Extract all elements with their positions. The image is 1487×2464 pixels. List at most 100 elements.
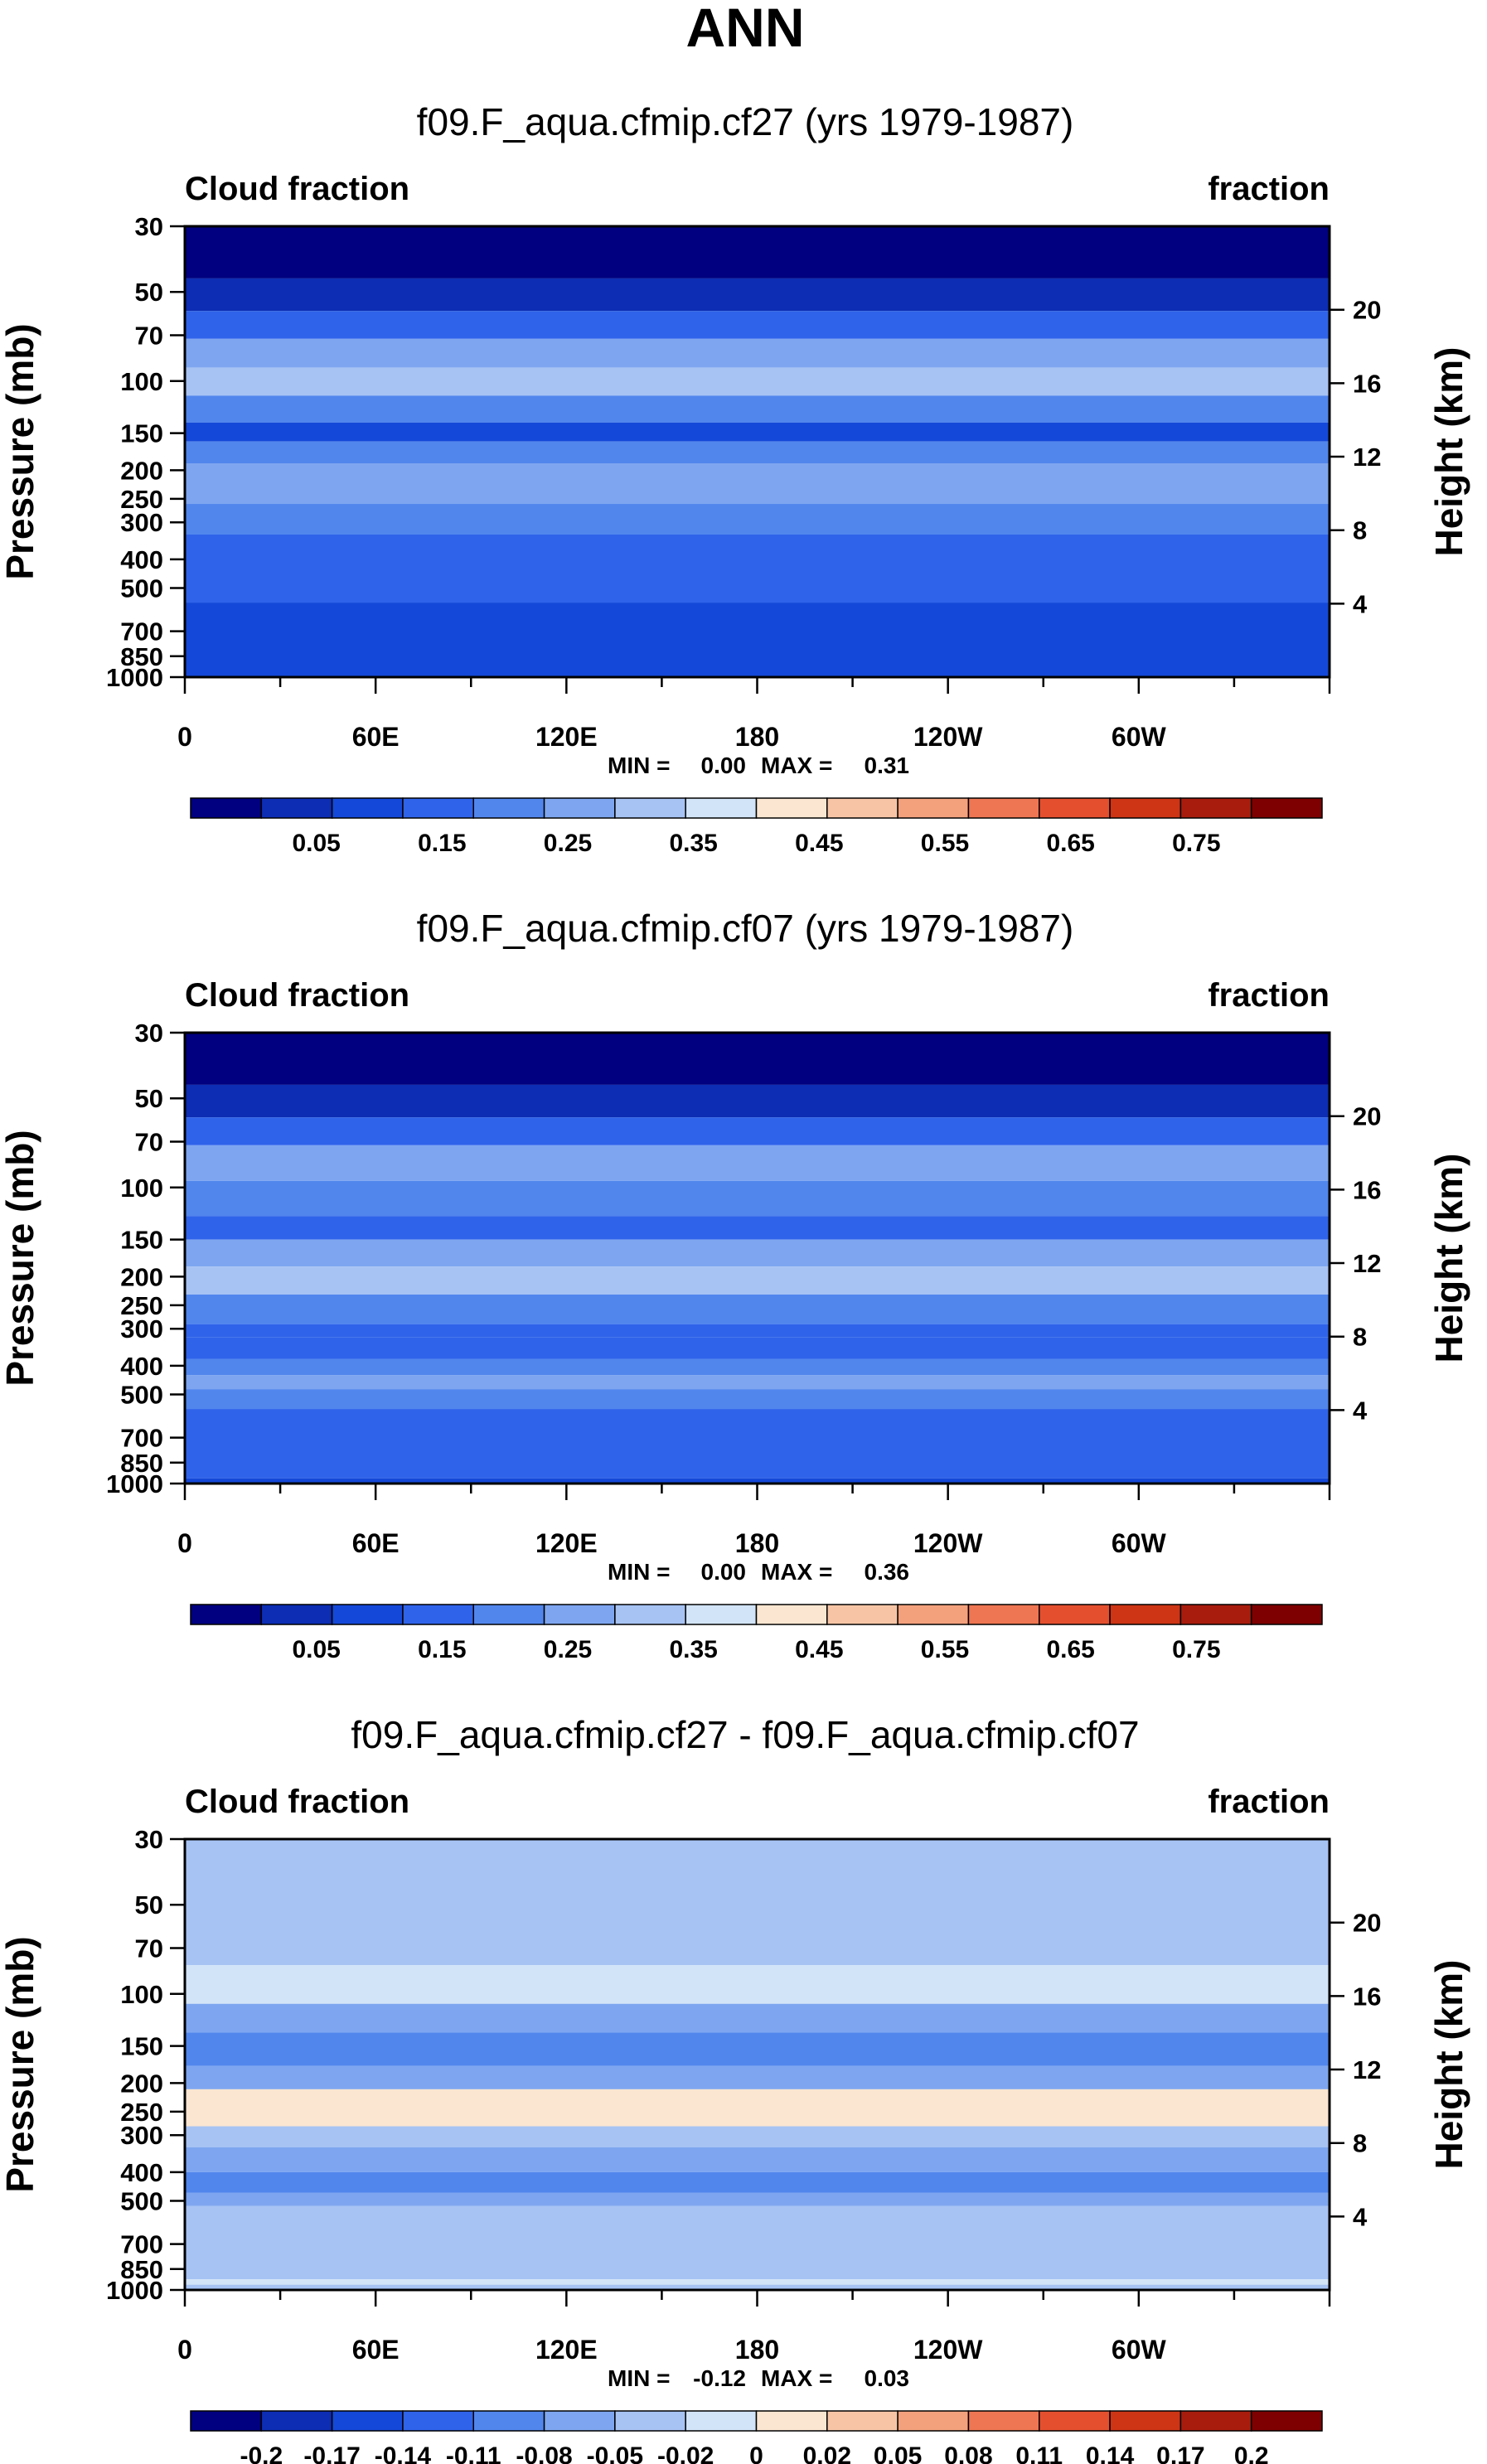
panel-right-label: fraction <box>1208 171 1330 207</box>
colorbar-swatch <box>331 797 404 819</box>
colorbar-swatch <box>190 1604 263 1625</box>
colorbar-swatch <box>614 1604 686 1625</box>
stats-min-value: 0.00 <box>701 753 747 778</box>
colorbar-swatch <box>331 2410 404 2432</box>
y-tick-label: 700 <box>120 1424 163 1453</box>
colorbar-swatch <box>1250 1604 1323 1625</box>
contour-band <box>185 1239 1330 1267</box>
colorbar-label: 0.2 <box>1234 2442 1269 2464</box>
stats-max-value: 0.36 <box>865 1559 910 1585</box>
colorbar-label: 0.05 <box>292 1636 340 1663</box>
y-tick-label: 300 <box>120 1314 163 1343</box>
y-tick-label: 850 <box>120 2255 163 2284</box>
x-tick-label: 180 <box>735 1528 779 1558</box>
colorbar-label: 0.17 <box>1156 2442 1204 2464</box>
y-tick-label: 300 <box>120 508 163 537</box>
y-tick-label: 200 <box>120 2069 163 2098</box>
colorbar-swatch <box>967 1604 1040 1625</box>
x-tick-label: 60E <box>352 1528 400 1558</box>
contour-band <box>185 1294 1330 1324</box>
x-tick-label: 120W <box>913 722 983 752</box>
colorbar-swatch <box>1179 1604 1252 1625</box>
height-tick-label: 20 <box>1353 1909 1381 1938</box>
contour-band <box>185 1033 1330 1085</box>
stats-max-label: MAX = <box>761 753 832 778</box>
height-axis-label: Height (km) <box>1427 347 1470 557</box>
contour-band <box>185 2284 1330 2290</box>
y-axis-label: Pressure (mb) <box>0 1130 41 1386</box>
colorbar-swatch <box>685 2410 758 2432</box>
contour-band <box>185 1478 1330 1484</box>
y-tick-label: 200 <box>120 456 163 485</box>
colorbar-swatch <box>1250 797 1323 819</box>
y-tick-label: 250 <box>120 2098 163 2127</box>
contour-band <box>185 1965 1330 2004</box>
contour-band <box>185 463 1330 505</box>
colorbar-label: 0.55 <box>921 830 969 857</box>
colorbar-label: -0.05 <box>587 2442 643 2464</box>
y-tick-label: 150 <box>120 419 163 448</box>
colorbar-swatch <box>967 797 1040 819</box>
contour-band <box>185 226 1330 278</box>
stats-min-value: 0.00 <box>701 1559 747 1585</box>
colorbar-label: -0.02 <box>657 2442 714 2464</box>
panel-right-label: fraction <box>1208 1784 1330 1820</box>
contour-band <box>185 535 1330 603</box>
height-axis-label: Height (km) <box>1427 1154 1470 1363</box>
panel-3: f09.F_aqua.cfmip.cf27 - f09.F_aqua.cfmip… <box>0 1713 1470 2464</box>
colorbar-swatch <box>826 2410 898 2432</box>
height-tick-label: 12 <box>1353 1249 1381 1278</box>
x-tick-label: 60W <box>1112 2335 1167 2365</box>
colorbar-swatch <box>190 2410 263 2432</box>
y-tick-label: 70 <box>135 1934 163 1963</box>
contour-band <box>185 2065 1330 2089</box>
colorbar-swatch <box>1039 797 1111 819</box>
colorbar-swatch <box>1179 2410 1252 2432</box>
x-tick-label: 60W <box>1112 1528 1167 1558</box>
colorbar-label: 0.11 <box>1015 2442 1063 2464</box>
colorbar-swatch <box>1039 2410 1111 2432</box>
y-tick-label: 30 <box>135 1825 163 1854</box>
contour-band <box>185 1389 1330 1410</box>
colorbar-label: 0.65 <box>1046 1636 1094 1663</box>
colorbar-swatch <box>402 797 474 819</box>
height-tick-label: 16 <box>1353 1982 1381 2011</box>
colorbar-label: 0.25 <box>544 830 592 857</box>
colorbar-swatch <box>614 797 686 819</box>
y-tick-label: 70 <box>135 321 163 350</box>
colorbar-swatch <box>1109 1604 1182 1625</box>
contour-band <box>185 1409 1330 1479</box>
height-tick-label: 12 <box>1353 2055 1381 2084</box>
y-tick-label: 50 <box>135 1084 163 1113</box>
stats-min-label: MIN = <box>608 753 670 778</box>
y-tick-label: 30 <box>135 1019 163 1048</box>
colorbar-swatch <box>755 2410 828 2432</box>
x-tick-label: 120E <box>535 1528 598 1558</box>
x-tick-label: 60W <box>1112 722 1167 752</box>
stats-max-value: 0.31 <box>865 753 910 778</box>
contour-band <box>185 1180 1330 1217</box>
panel-left-label: Cloud fraction <box>185 977 409 1014</box>
colorbar-swatch <box>826 1604 898 1625</box>
contour-band <box>185 422 1330 442</box>
panel-right-label: fraction <box>1208 977 1330 1014</box>
colorbar-swatch <box>685 1604 758 1625</box>
colorbar-label: -0.08 <box>516 2442 572 2464</box>
colorbar-swatch <box>1039 1604 1111 1625</box>
colorbar-label: -0.14 <box>375 2442 432 2464</box>
y-tick-label: 100 <box>120 1174 163 1203</box>
colorbar-swatch <box>543 2410 616 2432</box>
contour-band <box>185 367 1330 396</box>
colorbar-swatch <box>543 1604 616 1625</box>
y-tick-label: 500 <box>120 1380 163 1409</box>
colorbar-swatch <box>967 2410 1040 2432</box>
contour-band <box>185 504 1330 535</box>
colorbar-swatch <box>755 1604 828 1625</box>
y-tick-label: 700 <box>120 617 163 646</box>
y-tick-label: 500 <box>120 2186 163 2215</box>
colorbar-label: 0.05 <box>874 2442 922 2464</box>
colorbar-label: 0.15 <box>418 830 466 857</box>
colorbar-label: 0.75 <box>1172 830 1220 857</box>
y-tick-label: 100 <box>120 367 163 396</box>
